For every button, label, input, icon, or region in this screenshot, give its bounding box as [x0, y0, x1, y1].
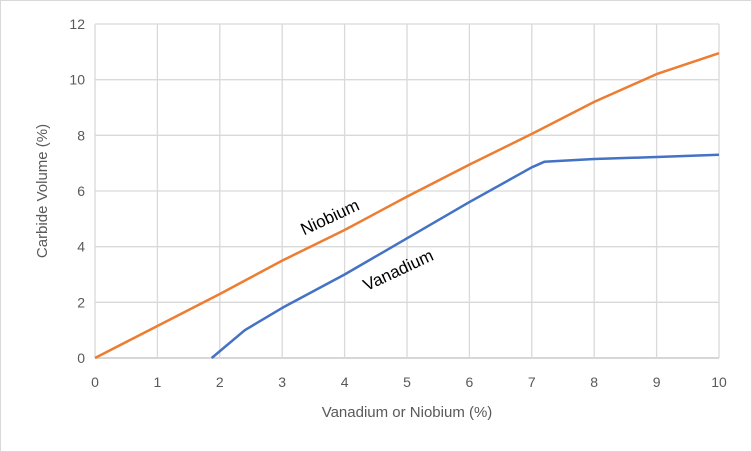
x-tick-label: 1: [154, 374, 162, 390]
y-tick-label: 8: [77, 127, 85, 143]
x-tick-label: 7: [528, 374, 536, 390]
x-tick-label: 2: [216, 374, 224, 390]
series-lines: [94, 52, 720, 360]
y-tick-label: 2: [77, 294, 85, 310]
x-tick-label: 10: [711, 374, 727, 390]
y-tick-label: 0: [77, 350, 85, 366]
x-tick-label: 8: [590, 374, 598, 390]
y-axis-label: Carbide Volume (%): [34, 124, 51, 258]
x-tick-label: 3: [278, 374, 286, 390]
annotations: Niobium Vanadium: [298, 196, 437, 295]
y-tick-label: 4: [77, 239, 85, 255]
annotation-vanadium: Vanadium: [360, 246, 436, 295]
gridlines: [94, 23, 720, 359]
y-tick-label: 6: [77, 183, 85, 199]
x-tick-label: 4: [341, 374, 349, 390]
y-tick-label: 12: [69, 16, 85, 32]
series-vanadium-line: [210, 153, 720, 359]
x-axis-label: Vanadium or Niobium (%): [322, 404, 493, 421]
x-tick-label: 5: [403, 374, 411, 390]
x-tick-label: 9: [653, 374, 661, 390]
x-tick-label: 0: [91, 374, 99, 390]
annotation-niobium: Niobium: [298, 196, 363, 240]
y-tick-label: 10: [69, 72, 85, 88]
series-niobium-line: [94, 52, 720, 360]
x-tick-label: 6: [466, 374, 474, 390]
